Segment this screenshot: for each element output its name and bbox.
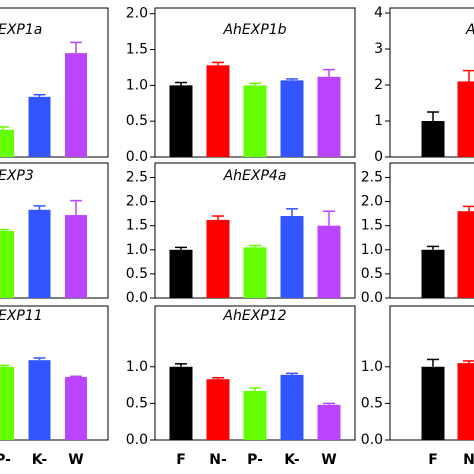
bar <box>0 129 14 157</box>
bar <box>280 374 304 440</box>
bar <box>0 366 14 440</box>
bar <box>206 65 230 157</box>
panel-title: EXP11 <box>0 308 43 324</box>
bar <box>243 390 267 440</box>
y-tick-label: 0.0 <box>361 290 383 306</box>
y-tick-label: 1.5 <box>361 218 383 234</box>
y-tick-label: 0.0 <box>126 149 148 165</box>
y-tick-label: 0.5 <box>361 266 383 282</box>
y-tick-label: 2.5 <box>126 169 148 185</box>
y-tick-label: 1.5 <box>126 42 148 58</box>
panel-title: A <box>465 22 474 38</box>
y-tick-label: 2.0 <box>361 194 383 210</box>
bar <box>169 366 193 440</box>
bar <box>317 404 341 440</box>
bar <box>457 363 474 440</box>
panel-frame <box>0 7 109 158</box>
y-tick-label: 1.0 <box>126 242 148 258</box>
bar <box>169 249 193 298</box>
panel-title: AhEXP12 <box>222 308 286 324</box>
y-tick-label: 0.5 <box>126 113 148 129</box>
bar <box>421 366 445 440</box>
panel-title: AhEXP4a <box>223 168 287 184</box>
y-tick-label: 2.0 <box>126 6 148 22</box>
y-tick-label: 1.0 <box>361 359 383 375</box>
y-tick-label: 3 <box>374 41 383 57</box>
x-tick-label: K- <box>284 452 300 468</box>
bar <box>65 215 87 298</box>
y-tick-label: 1.0 <box>126 359 148 375</box>
bar <box>280 216 304 298</box>
bar <box>0 230 14 298</box>
y-tick-label: 0.5 <box>361 395 383 411</box>
bar <box>457 81 474 157</box>
y-tick-label: 0.5 <box>126 266 148 282</box>
panel-frame <box>389 162 474 299</box>
x-tick-label: F <box>428 452 438 468</box>
x-tick-label: W <box>321 452 336 468</box>
bar <box>206 379 230 440</box>
bar <box>28 360 51 440</box>
y-tick-label: 2.0 <box>126 194 148 210</box>
y-tick-label: 2.5 <box>361 169 383 185</box>
x-tick-label: N <box>463 452 474 468</box>
y-tick-label: 1.5 <box>126 218 148 234</box>
bar <box>421 249 445 298</box>
bar <box>28 209 51 298</box>
panel-frame <box>389 305 474 441</box>
bar <box>243 247 267 298</box>
panel-frame <box>0 305 109 441</box>
x-tick-label: N- <box>209 452 227 468</box>
x-tick-label: P- <box>0 452 11 468</box>
y-tick-label: 1.0 <box>361 242 383 258</box>
bar <box>28 96 51 157</box>
y-tick-label: 0.0 <box>361 432 383 448</box>
bar <box>421 121 445 157</box>
y-tick-label: 0 <box>374 149 383 165</box>
x-tick-label: F <box>176 452 186 468</box>
x-tick-label: K- <box>32 452 48 468</box>
x-tick-label: W <box>68 452 83 468</box>
panel-title: AhEXP1b <box>222 22 286 38</box>
bar <box>65 377 87 440</box>
y-tick-label: 0.5 <box>126 395 148 411</box>
x-tick-label: P- <box>247 452 263 468</box>
bar <box>65 53 87 157</box>
y-tick-label: 1 <box>374 113 383 129</box>
bar <box>317 225 341 298</box>
y-tick-label: 1.0 <box>126 77 148 93</box>
y-tick-label: 2 <box>374 77 383 93</box>
bar <box>243 85 267 157</box>
bar <box>169 85 193 157</box>
bar <box>317 76 341 157</box>
panel-title: EXP3 <box>0 168 34 184</box>
bar <box>206 219 230 298</box>
panel-title: EXP1a <box>0 22 42 38</box>
y-tick-label: 0.0 <box>126 432 148 448</box>
panel-frame <box>389 7 474 158</box>
y-tick-label: 4 <box>374 5 383 21</box>
bar <box>280 80 304 157</box>
panel-frame <box>0 162 109 299</box>
y-tick-label: 0.0 <box>126 290 148 306</box>
bar <box>457 211 474 298</box>
